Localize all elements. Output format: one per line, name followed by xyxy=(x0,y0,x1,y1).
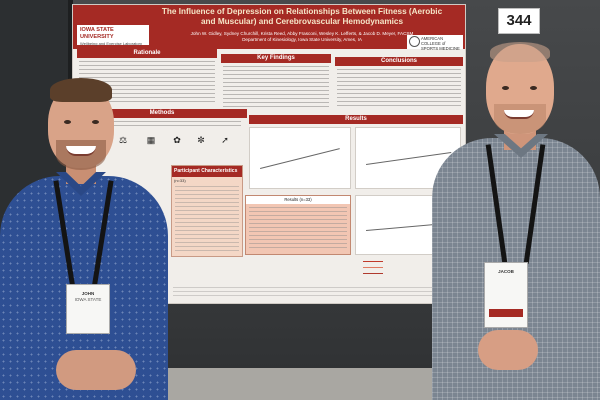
right-person-beard xyxy=(494,104,546,134)
section-rationale: Rationale xyxy=(77,49,217,58)
section-key-findings: Key Findings xyxy=(221,54,331,63)
left-person-hands xyxy=(56,350,136,390)
poster-authors: John W. Gidley, Sydney Churchill, Krista… xyxy=(157,31,447,43)
right-person-hands xyxy=(478,330,538,370)
participant-characteristics-table: Participant Characteristics (n=33) xyxy=(171,165,243,257)
results-table-rows xyxy=(249,207,347,251)
right-person-smile xyxy=(504,110,534,119)
section-conclusions: Conclusions xyxy=(335,57,463,66)
acsm-logo: AMERICAN COLLEGE of SPORTS MEDICINE xyxy=(407,35,463,51)
scale-icon: ⚖ xyxy=(118,135,128,145)
section-results: Results xyxy=(249,115,463,124)
poster-department: Department of Kinesiology, Iowa State Un… xyxy=(242,37,362,42)
conclusions-text xyxy=(337,69,461,109)
right-person-eye-right xyxy=(530,86,537,90)
poster-footer-text xyxy=(173,287,463,299)
participant-table-rows xyxy=(175,186,239,252)
results-table: Results (n=33) xyxy=(245,195,351,255)
poster-title: The Influence of Depression on Relations… xyxy=(161,7,443,26)
acsm-seal-icon xyxy=(409,36,420,47)
section-methods: Methods xyxy=(77,109,247,118)
right-badge-name: JACOB xyxy=(498,269,514,274)
key-findings-text xyxy=(223,66,329,110)
right-name-badge: JACOB xyxy=(484,262,528,328)
legend-line-3 xyxy=(363,273,383,274)
chart-2-trendline xyxy=(366,152,452,165)
iowa-state-logo-text: IOWA STATE UNIVERSITY xyxy=(80,27,114,40)
left-person-eye-left xyxy=(64,120,71,124)
left-person-hair xyxy=(50,78,112,102)
results-table-title: Results (n=33) xyxy=(246,196,350,204)
participant-table-title: Participant Characteristics xyxy=(172,166,242,177)
results-chart-1 xyxy=(249,127,351,189)
runner-icon: ➚ xyxy=(221,135,229,145)
left-badge-name: JOHN xyxy=(81,291,95,296)
acsm-logo-text: AMERICAN COLLEGE of SPORTS MEDICINE xyxy=(421,36,460,51)
legend-line-2 xyxy=(363,267,383,268)
left-person-smile xyxy=(66,146,96,156)
right-person-hair xyxy=(490,42,550,62)
right-person-eye-left xyxy=(502,86,509,90)
legend-line-1 xyxy=(363,261,383,262)
muscle-icon: ✼ xyxy=(197,135,205,145)
chart-1-trendline xyxy=(260,148,340,169)
iowa-state-lab-text: Wellbeing and Exercise Laboratory xyxy=(80,41,142,46)
left-person-eye-right xyxy=(92,120,99,124)
iowa-state-logo: IOWA STATE UNIVERSITY Wellbeing and Exer… xyxy=(77,25,149,46)
participant-table-subtitle: (n=33) xyxy=(174,178,186,183)
methods-text xyxy=(81,121,241,129)
survey-icon: ▦ xyxy=(146,135,156,145)
booth-number-sign: 344 xyxy=(498,8,540,34)
brain-icon: ✿ xyxy=(173,135,181,145)
left-badge-affiliation: IOWA STATE xyxy=(74,297,102,302)
right-badge-stripe xyxy=(489,309,523,317)
left-name-badge: JOHN IOWA STATE xyxy=(66,284,110,334)
poster-author-list: John W. Gidley, Sydney Churchill, Krista… xyxy=(190,31,414,36)
